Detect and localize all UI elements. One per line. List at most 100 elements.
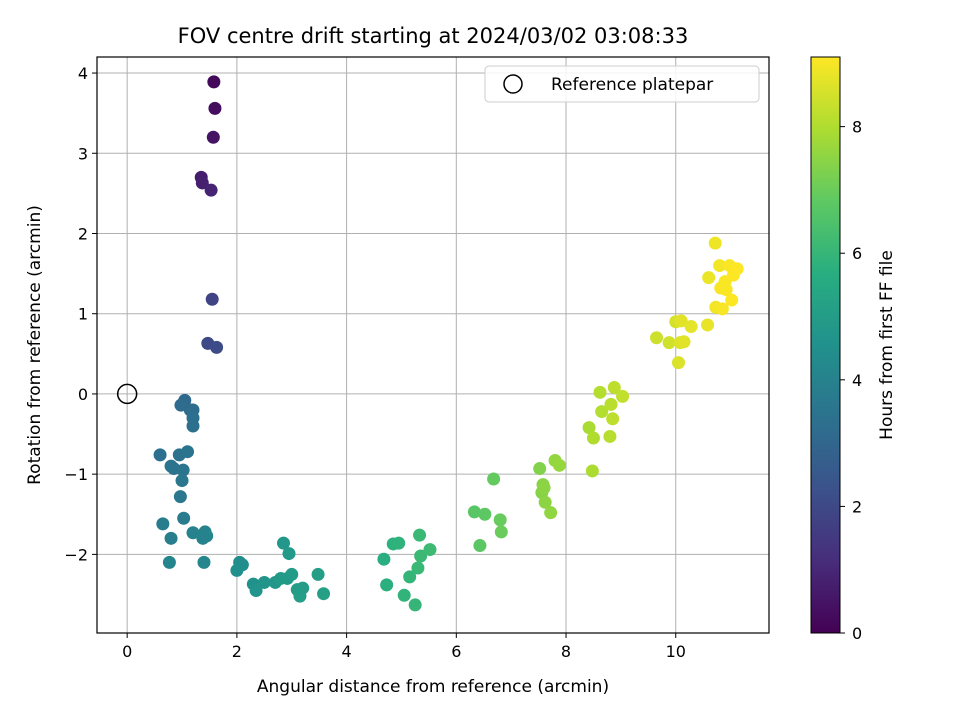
- data-point: [423, 543, 437, 557]
- data-point: [677, 335, 691, 349]
- data-point: [186, 526, 200, 540]
- legend-box: [484, 65, 760, 103]
- colorbar-ticks: 0 2 4 6 8: [840, 118, 862, 643]
- data-point: [207, 75, 221, 89]
- data-point: [380, 578, 394, 592]
- data-point: [544, 506, 558, 520]
- data-point: [204, 183, 218, 197]
- data-point: [285, 567, 299, 581]
- data-point: [411, 561, 425, 575]
- data-point: [719, 283, 733, 297]
- y-tick-label: −2: [64, 545, 88, 564]
- y-tick-label: 1: [78, 305, 88, 324]
- x-tick-label: 6: [451, 642, 461, 661]
- y-tick-label: 4: [78, 64, 88, 83]
- data-point: [195, 176, 209, 190]
- data-point: [537, 481, 551, 495]
- data-point: [473, 539, 487, 553]
- colorbar-tick-label: 4: [852, 371, 862, 390]
- data-point: [249, 583, 263, 597]
- data-point: [616, 389, 630, 403]
- data-point: [196, 531, 210, 545]
- data-point: [181, 445, 195, 459]
- y-tick-label: 0: [78, 385, 88, 404]
- data-point: [650, 331, 664, 345]
- data-point: [702, 271, 716, 285]
- colorbar-gradient: [810, 56, 841, 634]
- colorbar: 0 2 4 6 8 Hours from first FF file: [810, 56, 897, 643]
- colorbar-label: Hours from first FF file: [877, 250, 897, 440]
- colorbar-tick-label: 0: [852, 624, 862, 643]
- data-point: [674, 314, 688, 328]
- data-point: [701, 318, 715, 332]
- data-point: [593, 385, 607, 399]
- reference-platepar-marker: [116, 383, 138, 405]
- data-point: [164, 531, 178, 545]
- data-point: [713, 259, 727, 273]
- data-point: [582, 421, 596, 435]
- data-point: [311, 567, 325, 581]
- y-tick-label: 2: [78, 224, 88, 243]
- data-point: [186, 419, 200, 433]
- data-point: [174, 398, 188, 412]
- data-point: [662, 336, 676, 350]
- legend: Reference platepar: [484, 65, 760, 103]
- data-point: [586, 431, 600, 445]
- data-point: [162, 555, 176, 569]
- data-point: [552, 458, 566, 472]
- data-point: [725, 293, 739, 307]
- reference-marker-layer: [116, 383, 138, 405]
- colorbar-tick-label: 6: [852, 244, 862, 263]
- data-point: [607, 381, 621, 395]
- data-point: [296, 581, 310, 595]
- data-point: [317, 587, 331, 601]
- x-axis-label: Angular distance from reference (arcmin): [257, 677, 609, 697]
- y-tick-label: −1: [64, 465, 88, 484]
- data-point: [408, 598, 422, 612]
- colorbar-tick-label: 8: [852, 118, 862, 137]
- data-point: [156, 517, 170, 531]
- data-point: [684, 320, 698, 334]
- chart-title: FOV centre drift starting at 2024/03/02 …: [178, 24, 689, 48]
- data-points: [153, 75, 744, 612]
- data-point: [413, 528, 427, 542]
- data-point: [153, 448, 167, 462]
- data-point: [205, 292, 219, 306]
- data-point: [414, 549, 428, 563]
- x-tick-label: 2: [232, 642, 242, 661]
- x-tick-label: 10: [666, 642, 686, 661]
- x-tick-label: 0: [122, 642, 132, 661]
- data-point: [210, 340, 224, 354]
- data-point: [533, 462, 547, 476]
- data-point: [604, 397, 618, 411]
- data-point: [538, 495, 552, 509]
- data-point: [173, 490, 187, 504]
- data-point: [230, 563, 244, 577]
- legend-entry-reference-platepar: Reference platepar: [551, 75, 713, 95]
- data-point: [175, 474, 189, 488]
- data-point: [403, 570, 417, 584]
- data-point: [487, 472, 501, 486]
- x-axis-ticks: 0 2 4 6 8 10: [122, 633, 686, 661]
- plot-frame: [96, 56, 770, 634]
- x-tick-label: 4: [342, 642, 352, 661]
- data-point: [603, 429, 617, 443]
- data-point: [377, 552, 391, 566]
- data-point: [708, 236, 722, 250]
- y-axis-label: Rotation from reference (arcmin): [25, 205, 45, 485]
- data-point: [715, 302, 729, 316]
- data-point: [208, 101, 222, 115]
- data-point: [478, 507, 492, 521]
- data-point: [467, 505, 481, 519]
- data-point: [257, 575, 271, 589]
- data-point: [606, 412, 620, 426]
- x-tick-label: 8: [561, 642, 571, 661]
- y-axis-ticks: −2 −1 0 1 2 3 4: [64, 64, 97, 564]
- data-point: [397, 588, 411, 602]
- data-point: [671, 356, 685, 370]
- data-point: [493, 513, 507, 527]
- data-point: [197, 555, 211, 569]
- data-point: [277, 536, 291, 550]
